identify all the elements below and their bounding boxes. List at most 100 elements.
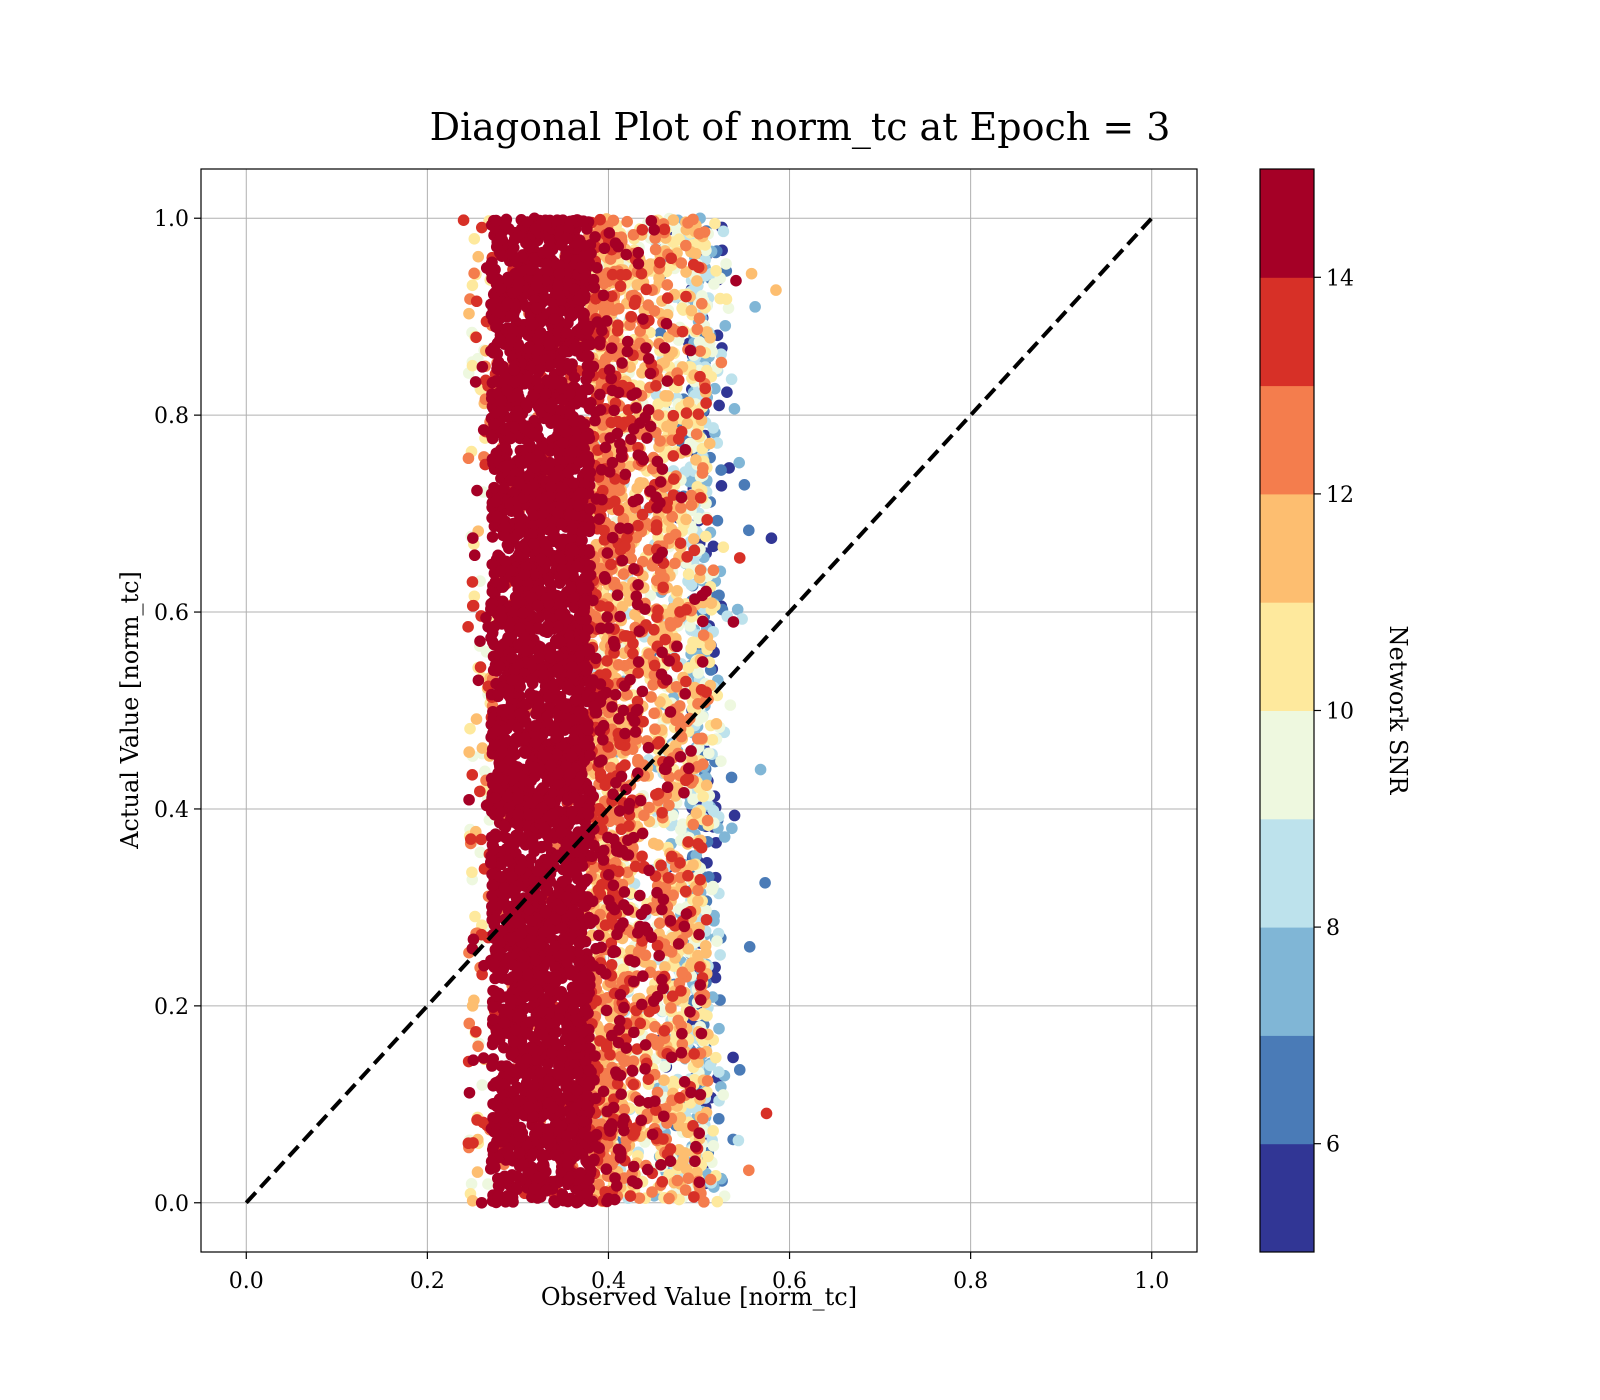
scatter-point	[684, 620, 696, 632]
scatter-point	[476, 1079, 488, 1091]
scatter-point	[715, 348, 727, 360]
scatter-point	[719, 319, 732, 332]
scatter-point	[700, 779, 713, 792]
scatter-point	[671, 1174, 684, 1187]
scatter-point	[606, 268, 619, 281]
scatter-point	[691, 323, 704, 336]
scatter-point	[602, 869, 615, 881]
scatter-point	[704, 1173, 717, 1186]
scatter-point	[470, 331, 482, 344]
scatter-point	[676, 818, 689, 831]
scatter-point	[661, 292, 674, 304]
scatter-point	[707, 1125, 719, 1137]
scatter-point	[688, 544, 701, 557]
scatter-point	[700, 913, 713, 926]
scatter-point	[632, 519, 644, 532]
scatter-point	[664, 616, 677, 629]
scatter-point	[721, 386, 733, 398]
scatter-point	[660, 317, 673, 330]
scatter-point	[465, 1178, 478, 1190]
scatter-point	[654, 476, 667, 488]
scatter-point	[745, 267, 758, 280]
scatter-point	[709, 971, 722, 984]
scatter-point	[709, 217, 721, 230]
scatter-point	[615, 1088, 627, 1100]
scatter-point	[692, 667, 704, 679]
scatter-point	[700, 530, 712, 543]
scatter-point	[715, 356, 728, 369]
scatter-point	[697, 790, 709, 803]
scatter-point	[627, 1160, 640, 1173]
scatter-point	[728, 403, 741, 415]
scatter-point	[638, 809, 650, 822]
scatter-point	[462, 452, 475, 465]
scatter-point	[674, 750, 687, 763]
scatter-point	[639, 411, 651, 424]
scatter-point	[470, 295, 483, 308]
scatter-point	[653, 949, 665, 962]
scatter-point	[726, 822, 738, 835]
scatter-point	[682, 772, 695, 784]
scatter-point	[680, 513, 692, 526]
scatter-point	[639, 603, 651, 615]
scatter-point	[696, 1112, 709, 1125]
scatter-point	[596, 878, 608, 891]
scatter-point	[652, 409, 665, 421]
scatter-point	[694, 564, 707, 576]
scatter-point	[619, 468, 632, 481]
scatter-point	[476, 742, 489, 754]
scatter-point	[647, 679, 659, 691]
scatter-point	[617, 568, 630, 580]
scatter-point	[468, 267, 480, 280]
scatter-point	[644, 367, 657, 380]
scatter-point	[693, 336, 706, 348]
scatter-point	[632, 945, 645, 958]
scatter-point	[688, 1191, 700, 1203]
scatter-point	[727, 1051, 739, 1064]
scatter-point	[616, 601, 629, 613]
scatter-point	[709, 382, 721, 395]
scatter-point	[649, 723, 661, 735]
scatter-point	[463, 1086, 476, 1099]
scatter-point	[715, 464, 727, 476]
scatter-point	[676, 966, 689, 979]
scatter-point	[661, 781, 674, 794]
scatter-point	[646, 1186, 658, 1198]
scatter-point	[619, 540, 631, 553]
scatter-point	[657, 1110, 670, 1123]
scatter-point	[736, 613, 748, 625]
scatter-point	[676, 325, 689, 338]
scatter-point	[612, 319, 624, 332]
scatter-point	[707, 1140, 720, 1152]
scatter-point	[474, 785, 486, 798]
scatter-point	[476, 361, 489, 373]
scatter-point	[725, 771, 738, 784]
scatter-point	[696, 467, 709, 479]
scatter-point	[699, 382, 712, 395]
scatter-point	[725, 373, 738, 386]
scatter-point	[663, 532, 675, 545]
scatter-point	[693, 312, 706, 325]
scatter-point	[466, 866, 478, 879]
scatter-point	[602, 601, 615, 613]
scatter-point	[694, 994, 707, 1006]
scatter-point	[698, 1196, 710, 1208]
scatter-point	[713, 1022, 725, 1035]
scatter-point	[703, 437, 716, 450]
scatter-point	[682, 568, 695, 581]
scatter-point	[618, 680, 631, 692]
scatter-point	[692, 884, 704, 897]
scatter-point	[604, 1048, 616, 1061]
scatter-point	[684, 1006, 696, 1018]
scatter-point	[697, 758, 709, 771]
scatter-point	[702, 747, 715, 760]
scatter-point	[614, 280, 627, 293]
scatter-point	[701, 514, 713, 526]
scatter-point	[594, 1035, 606, 1047]
scatter-point	[636, 998, 648, 1011]
scatter-point	[707, 564, 720, 577]
scatter-point	[701, 814, 714, 827]
scatter-point	[474, 661, 487, 673]
scatter-point	[658, 223, 671, 236]
scatter-point	[655, 859, 667, 872]
